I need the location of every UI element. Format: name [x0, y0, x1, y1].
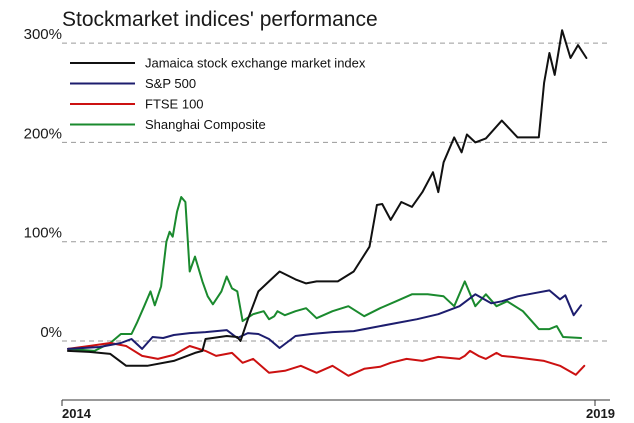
legend-label-3: Shanghai Composite [145, 117, 266, 132]
y-tick-label: 100% [24, 225, 62, 242]
series-line-3 [67, 196, 583, 352]
series-lines [67, 29, 588, 377]
legend-label-2: FTSE 100 [145, 97, 204, 112]
legend-label-1: S&P 500 [145, 76, 196, 91]
legend: Jamaica stock exchange market index S&P 5… [70, 56, 366, 132]
y-tick-label: 300% [24, 26, 62, 43]
y-tick-label: 200% [24, 125, 62, 142]
chart-title: Stockmarket indices' performance [62, 8, 378, 31]
y-axis-ticks: 0% 100% 200% 300% [24, 26, 62, 341]
x-tick-label-end: 2019 [586, 406, 615, 421]
y-tick-label: 0% [40, 324, 62, 341]
grid [62, 42, 610, 342]
series-line-2 [67, 342, 586, 377]
x-tick-label-start: 2014 [62, 406, 92, 421]
legend-label-0: Jamaica stock exchange market index [145, 56, 366, 71]
series-line-0 [67, 29, 588, 367]
series-line-1 [67, 289, 583, 350]
